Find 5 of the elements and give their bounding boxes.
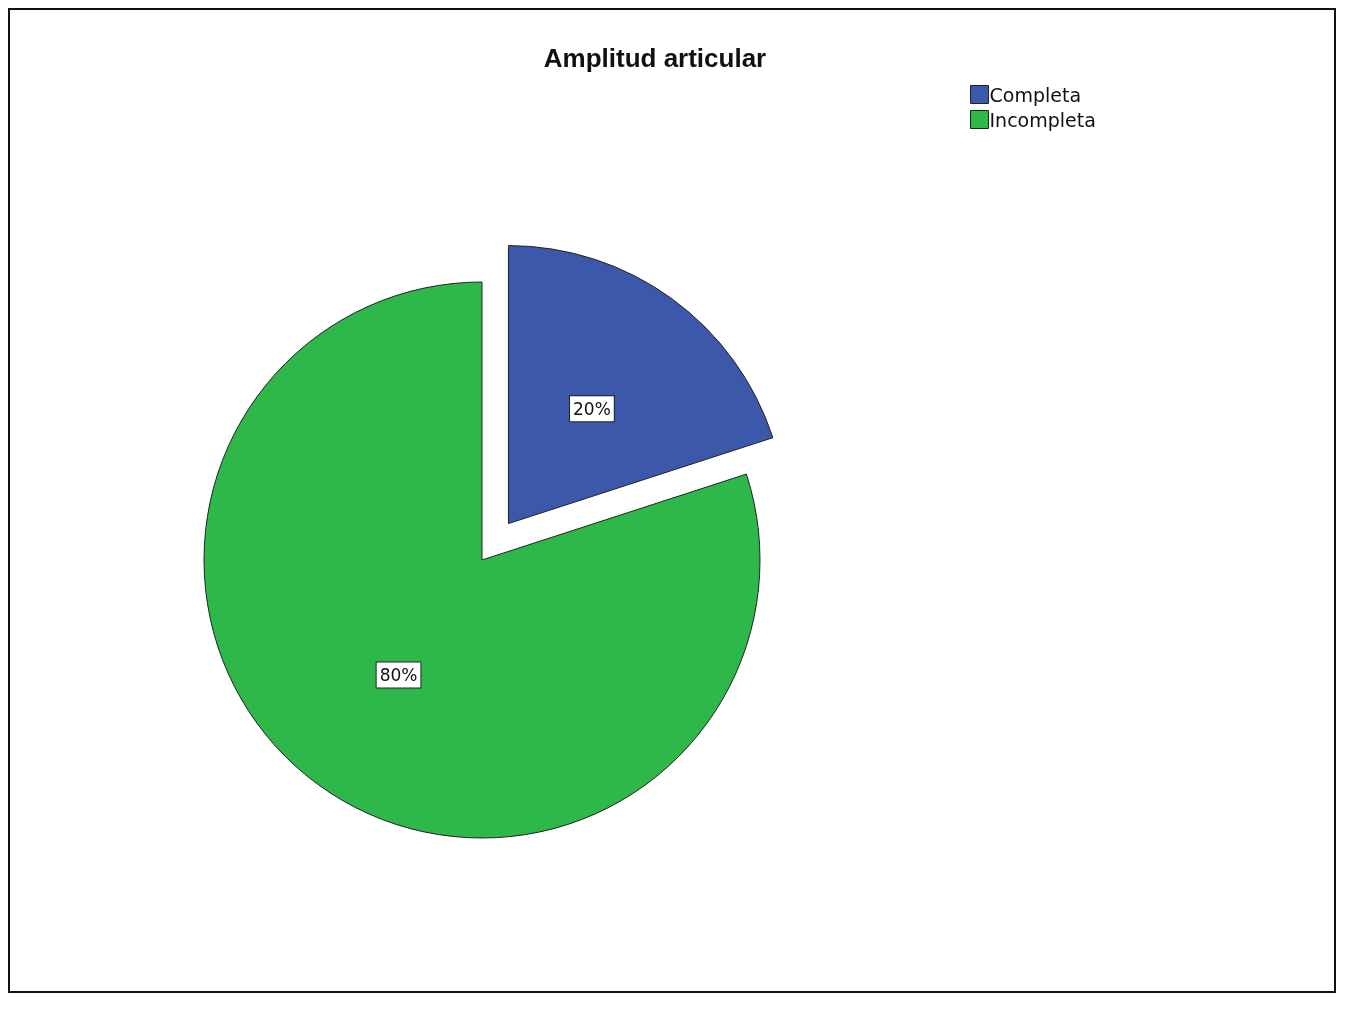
legend-label: Incompleta <box>989 108 1096 131</box>
legend-label: Completa <box>989 83 1082 106</box>
data-label: 20% <box>573 398 611 419</box>
chart-title: Amplitud articular <box>543 43 767 73</box>
data-label: 80% <box>379 664 418 685</box>
